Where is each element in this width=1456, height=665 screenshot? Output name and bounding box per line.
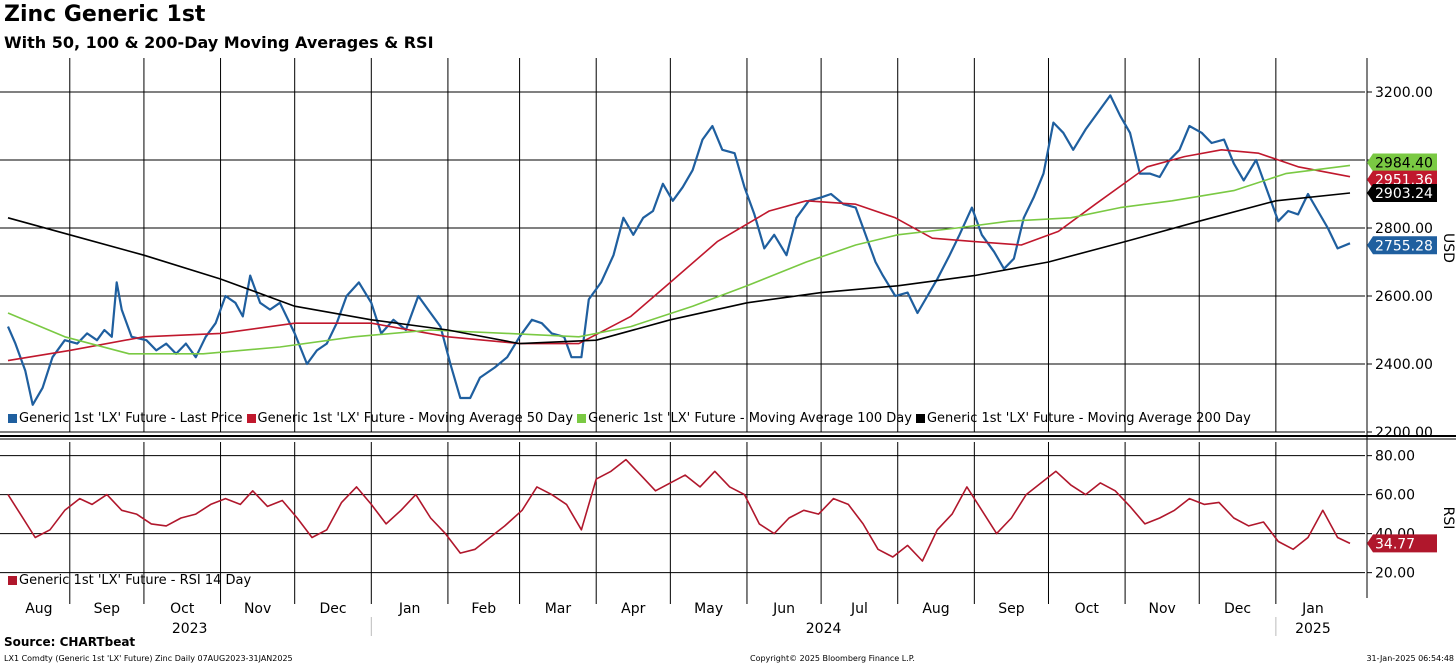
- legend-label: Generic 1st 'LX' Future - RSI 14 Day: [19, 573, 252, 588]
- last-value-tag-bg: [1367, 183, 1437, 202]
- x-tick-label-month: Sep: [998, 601, 1025, 617]
- grid-lines: [0, 58, 1365, 598]
- series-line-ma50: [7, 149, 1351, 362]
- last-value-tag-bg: [1367, 236, 1437, 255]
- legend-label: Generic 1st 'LX' Future - Moving Average…: [257, 411, 574, 426]
- x-tick-label-month: Oct: [170, 601, 195, 617]
- x-tick-label-month: Dec: [319, 601, 346, 617]
- price-legend: Generic 1st 'LX' Future - Last Price Gen…: [8, 411, 1255, 426]
- last-value-tag-ma200: 2903.24: [1367, 183, 1437, 202]
- x-tick-label-month: Aug: [25, 601, 52, 617]
- x-tick-label-month: Sep: [94, 601, 121, 617]
- legend-item-rsi: Generic 1st 'LX' Future - RSI 14 Day: [8, 573, 251, 588]
- x-tick-label-month: Nov: [244, 601, 271, 617]
- x-tick-label-month: Mar: [545, 601, 572, 617]
- footer-copyright: Copyright© 2025 Bloomberg Finance L.P.: [750, 654, 915, 663]
- x-tick-label-month: May: [694, 601, 723, 617]
- last-value-tag-rsi: 34.77: [1367, 534, 1437, 553]
- price-y-tick-label: 2200.00: [1375, 425, 1433, 441]
- footer-timestamp: 31-Jan-2025 06:54:48: [1366, 654, 1454, 663]
- legend-swatch: [915, 414, 925, 423]
- series-line-price: [6, 94, 1351, 406]
- x-tick-label-year: 2025: [1295, 621, 1331, 637]
- rsi-y-tick-label: 80.00: [1375, 449, 1415, 465]
- x-tick-label-month: Nov: [1149, 601, 1176, 617]
- series-line-ma100: [7, 164, 1351, 355]
- x-tick-label-month: Jan: [398, 601, 421, 617]
- x-tick-label-month: Jul: [850, 601, 868, 617]
- tick-labels: Aug Sep Oct Nov Dec Jan Feb Mar Apr May Jun Jul Aug S…: [25, 85, 1437, 637]
- price-y-tick-label: 2600.00: [1375, 289, 1433, 305]
- price-axis-label: USD: [1440, 233, 1456, 263]
- last-value-tag-bg: [1367, 534, 1437, 553]
- x-tick-label-month: Jun: [772, 601, 795, 617]
- last-value-tag-ma100: 2984.40: [1367, 153, 1437, 172]
- rsi-axis-label: RSI: [1440, 507, 1456, 530]
- series-lines: [6, 94, 1351, 562]
- x-tick-label-month: Apr: [621, 601, 645, 617]
- legend-swatch: [8, 414, 17, 423]
- last-value-tag-bg: [1367, 153, 1437, 172]
- legend-item-ma50: Generic 1st 'LX' Future - Moving Average…: [246, 411, 574, 426]
- last-value-tag-price: 2755.28: [1367, 236, 1437, 255]
- price-y-tick-label: 2800.00: [1375, 221, 1433, 237]
- chart-title: Zinc Generic 1st: [4, 2, 206, 27]
- legend-label: Generic 1st 'LX' Future - Moving Average…: [926, 411, 1251, 426]
- legend-swatch: [577, 414, 587, 423]
- x-tick-label-month: Feb: [471, 601, 496, 617]
- x-tick-label-year: 2024: [806, 621, 842, 637]
- legend-item-price: Generic 1st 'LX' Future - Last Price: [8, 411, 243, 426]
- x-tick-label-month: Oct: [1075, 601, 1100, 617]
- last-value-tag-label: 34.77: [1375, 536, 1415, 552]
- x-tick-label-year: 2023: [172, 621, 208, 637]
- last-value-tag-label: 2903.24: [1375, 186, 1433, 202]
- rsi-legend: Generic 1st 'LX' Future - RSI 14 Day: [8, 573, 255, 588]
- last-value-tag-label: 2755.28: [1375, 238, 1433, 254]
- rsi-y-tick-label: 60.00: [1375, 488, 1415, 504]
- series-line-rsi: [7, 458, 1351, 562]
- legend-item-ma200: Generic 1st 'LX' Future - Moving Average…: [915, 411, 1251, 426]
- series-line-ma200: [7, 192, 1351, 345]
- last-value-tag-label: 2984.40: [1375, 155, 1433, 171]
- legend-swatch: [246, 414, 256, 423]
- rsi-y-tick-label: 20.00: [1375, 566, 1415, 582]
- legend-item-ma100: Generic 1st 'LX' Future - Moving Average…: [577, 411, 912, 426]
- x-tick-label-month: Dec: [1224, 601, 1251, 617]
- legend-swatch: [8, 576, 17, 585]
- price-y-tick-label: 3200.00: [1375, 85, 1433, 101]
- axes: [0, 58, 1456, 636]
- source-note: Source: CHARTbeat: [4, 635, 136, 649]
- chart-subtitle: With 50, 100 & 200-Day Moving Averages &…: [4, 33, 434, 52]
- legend-label: Generic 1st 'LX' Future - Last Price: [19, 411, 243, 426]
- price-y-tick-label: 2400.00: [1375, 357, 1433, 373]
- legend-label: Generic 1st 'LX' Future - Moving Average…: [588, 411, 912, 426]
- x-tick-label-month: Aug: [922, 601, 949, 617]
- footer-left: LX1 Comdty (Generic 1st 'LX' Future) Zin…: [4, 654, 293, 663]
- x-tick-label-month: Jan: [1301, 601, 1324, 617]
